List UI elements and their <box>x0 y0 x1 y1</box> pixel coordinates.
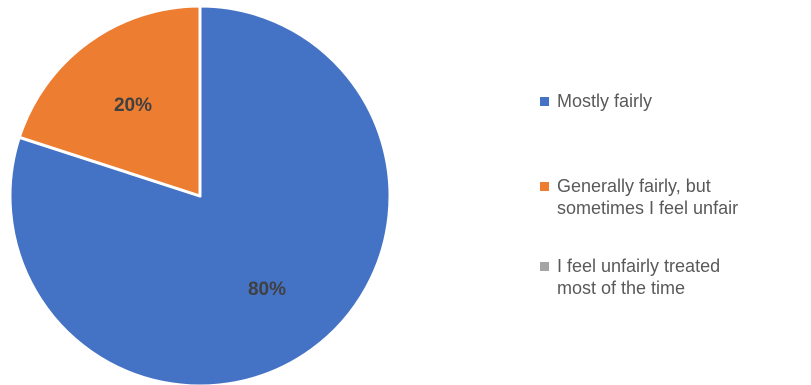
data-label-mostly-fairly: 80% <box>248 279 286 300</box>
legend: Mostly fairly Generally fairly, but some… <box>540 0 810 385</box>
legend-label-unfairly-treated: I feel unfairly treated most of the time <box>557 256 721 298</box>
legend-label-generally-fairly: Generally fairly, but sometimes I feel u… <box>557 176 739 218</box>
legend-swatch-generally-fairly <box>540 182 549 191</box>
legend-item-generally-fairly: Generally fairly, but sometimes I feel u… <box>540 175 807 219</box>
legend-swatch-unfairly-treated <box>540 262 549 271</box>
legend-label-mostly-fairly: Mostly fairly <box>557 91 653 111</box>
pie-data-labels: 80% 20% <box>114 95 286 300</box>
data-label-generally-fairly: 20% <box>114 95 152 116</box>
pie-slice-generally-fairly <box>17 4 202 198</box>
legend-item-unfairly-treated: I feel unfairly treated most of the time <box>540 255 807 299</box>
pie-slices <box>8 4 392 385</box>
legend-swatch-mostly-fairly <box>540 97 549 106</box>
legend-item-mostly-fairly: Mostly fairly <box>540 90 807 112</box>
